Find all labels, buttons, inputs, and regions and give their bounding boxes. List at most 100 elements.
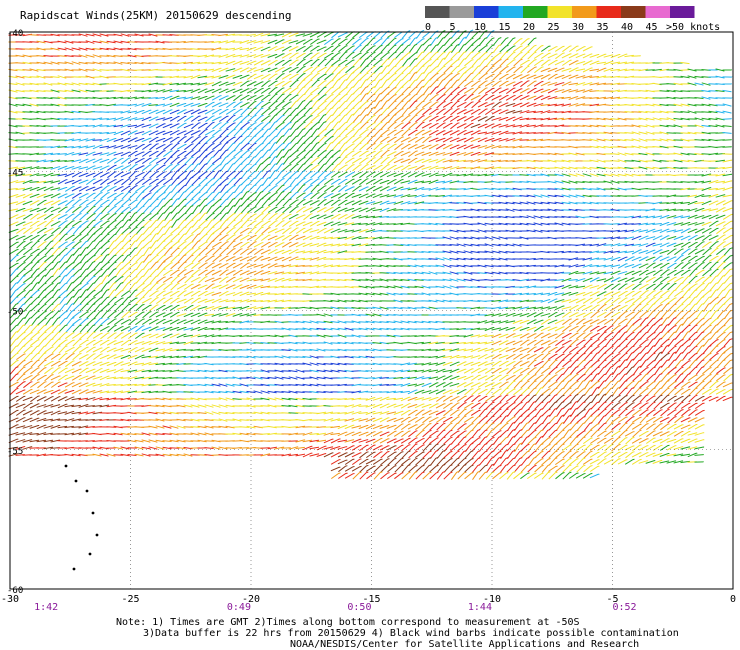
wind-barb [197,290,208,297]
wind-barb [303,135,313,144]
wind-barb [499,51,509,60]
wind-barb [632,318,642,326]
wind-barb [106,347,117,353]
wind-barb [295,320,305,324]
wind-barb [148,116,159,122]
wind-barb [596,278,607,282]
wind-barb [443,65,453,74]
wind-barb [99,368,110,374]
wind-barb [351,307,361,310]
wind-barb [162,355,173,359]
wind-barb [274,292,285,296]
wind-barb [505,361,516,367]
wind-barb [505,313,516,317]
wind-barb [254,248,264,256]
wind-barb [428,159,439,163]
wind-barb [527,59,537,67]
wind-barb [374,78,383,89]
wind-barb [359,92,369,102]
wind-barb [436,73,446,81]
wind-barb [302,242,313,248]
wind-barb [240,142,250,151]
wind-barb [281,46,292,52]
wind-barb [331,128,341,137]
wind-barb [107,205,117,214]
wind-barb [464,44,474,53]
wind-barb [421,362,432,366]
wind-barb [331,87,341,95]
wind-barb [449,250,459,254]
wind-barb [639,276,649,284]
wind-barb [184,248,194,256]
wind-barb [288,256,299,262]
wind-barb [100,226,110,235]
wind-barb [498,88,509,94]
wind-barb [30,316,40,326]
wind-barb [267,60,278,66]
wind-barb [716,317,726,326]
wind-barb [554,209,564,212]
wind-barb [51,316,61,326]
wind-barb [310,87,320,95]
wind-barb [463,278,473,282]
wind-barb [107,268,117,277]
wind-barb [36,193,47,199]
wind-barb [365,320,375,324]
wind-barb [37,317,47,326]
wind-barb [267,235,278,241]
wind-barb [8,75,18,79]
wind-barb [239,356,249,359]
wind-barb [652,111,662,113]
wind-barb [407,201,418,205]
wind-barb [401,38,411,46]
wind-barb [695,344,705,354]
wind-barb [330,213,341,220]
wind-barb [128,206,138,214]
wind-barb [610,304,621,311]
wind-barb [589,124,599,128]
wind-barb [457,87,467,95]
wind-barb [275,212,285,221]
wind-barb [365,229,376,233]
wind-barb [366,51,376,60]
wind-barb [135,311,145,319]
wind-barb [673,181,683,184]
wind-barb [498,243,508,247]
wind-barb [323,243,334,247]
wind-barb [190,130,201,136]
wind-barb [85,375,96,381]
wind-barb [701,131,711,135]
wind-barb [583,366,593,375]
wind-barb [442,250,452,254]
wind-barb [456,116,467,122]
wind-barb [372,164,383,171]
wind-barb [57,200,68,206]
wind-barb [659,228,670,234]
wind-barb [379,215,389,218]
wind-barb [414,285,424,289]
wind-barb [414,129,425,136]
wind-barb [317,128,327,137]
wind-barb [519,306,530,310]
wind-barb [324,163,334,172]
wind-barb [702,317,712,326]
wind-barb [709,359,719,368]
wind-barb [407,179,418,185]
wind-barb [170,233,180,242]
wind-barb [554,111,564,113]
wind-barb [113,186,124,192]
wind-barb [372,222,383,226]
wind-barb [547,298,558,304]
wind-barb [113,55,123,58]
wind-barb [436,101,446,109]
wind-barb [44,331,54,340]
wind-barb [561,103,572,107]
wind-barb [135,283,145,291]
wind-barb [695,289,705,298]
wind-barb [37,248,47,256]
wind-barb [407,144,418,150]
wind-barb [15,221,26,227]
wind-barb [533,325,544,332]
wind-barb [603,236,613,239]
wind-barb [218,327,229,331]
